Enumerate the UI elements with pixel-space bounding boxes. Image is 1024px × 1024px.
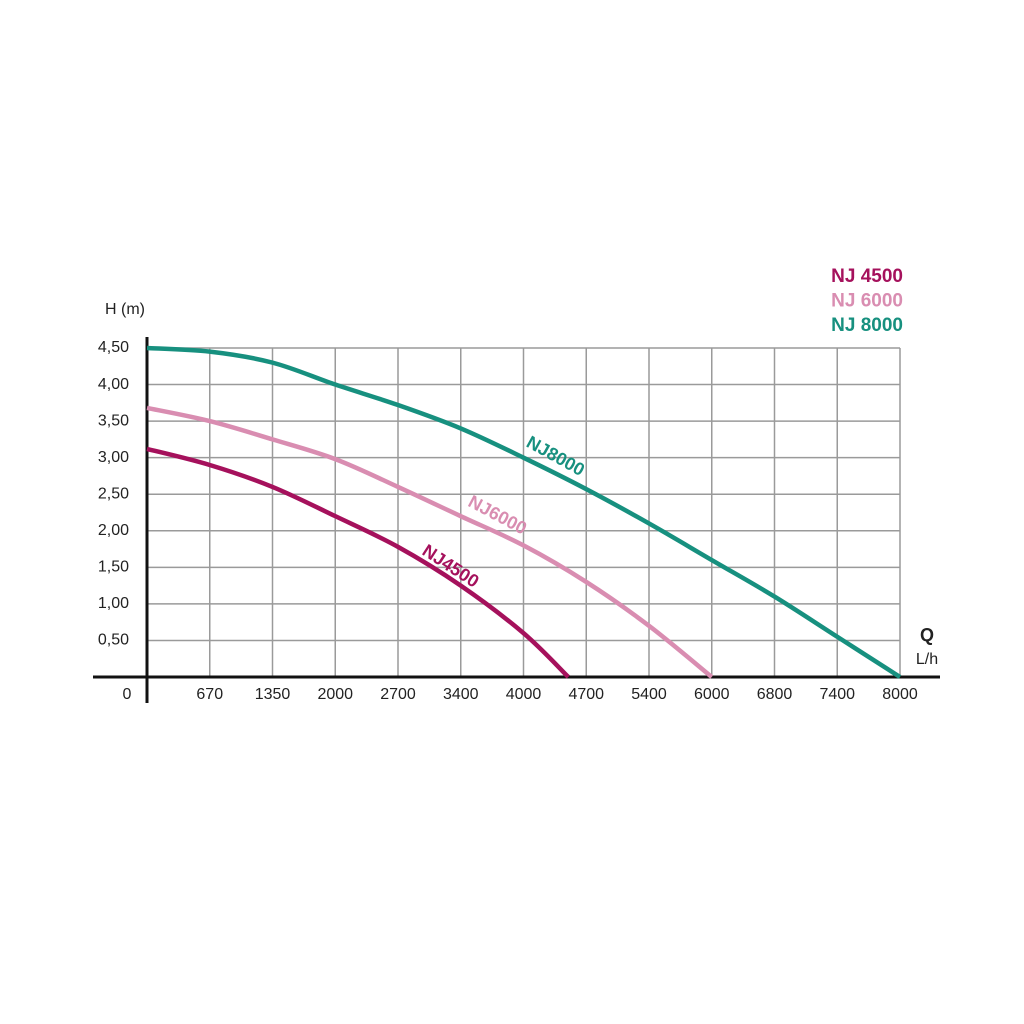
y-tick-label: 4,50 [98, 339, 129, 356]
y-tick-label: 3,50 [98, 412, 129, 429]
legend-entry: NJ 6000 [831, 291, 903, 312]
x-tick-label: 670 [196, 686, 223, 703]
y-tick-label: 1,50 [98, 559, 129, 576]
x-axis-label: Q [920, 625, 934, 645]
y-tick-label: 2,00 [98, 522, 129, 539]
y-tick-label: 3,00 [98, 449, 129, 466]
x-tick-label: 0 [123, 686, 132, 703]
legend-entry: NJ 4500 [831, 266, 903, 287]
y-tick-label: 2,50 [98, 485, 129, 502]
x-tick-label: 3400 [443, 686, 479, 703]
x-tick-label: 7400 [819, 686, 855, 703]
x-tick-label: 1350 [255, 686, 291, 703]
legend-entry: NJ 8000 [831, 315, 903, 336]
series-line [146, 446, 570, 679]
x-tick-label: 8000 [882, 686, 918, 703]
y-tick-label: 0,50 [98, 632, 129, 649]
series-line [146, 405, 714, 679]
x-tick-label: 5400 [631, 686, 667, 703]
x-axis-unit: L/h [916, 651, 938, 668]
x-tick-label: 6800 [757, 686, 793, 703]
series-line [146, 345, 902, 679]
x-tick-label: 6000 [694, 686, 730, 703]
x-tick-label: 4000 [506, 686, 542, 703]
y-axis-label: H (m) [105, 301, 145, 318]
y-tick-label: 1,00 [98, 595, 129, 612]
x-tick-label: 2700 [380, 686, 416, 703]
x-tick-label: 4700 [568, 686, 604, 703]
y-tick-label: 4,00 [98, 376, 129, 393]
x-tick-label: 2000 [317, 686, 353, 703]
